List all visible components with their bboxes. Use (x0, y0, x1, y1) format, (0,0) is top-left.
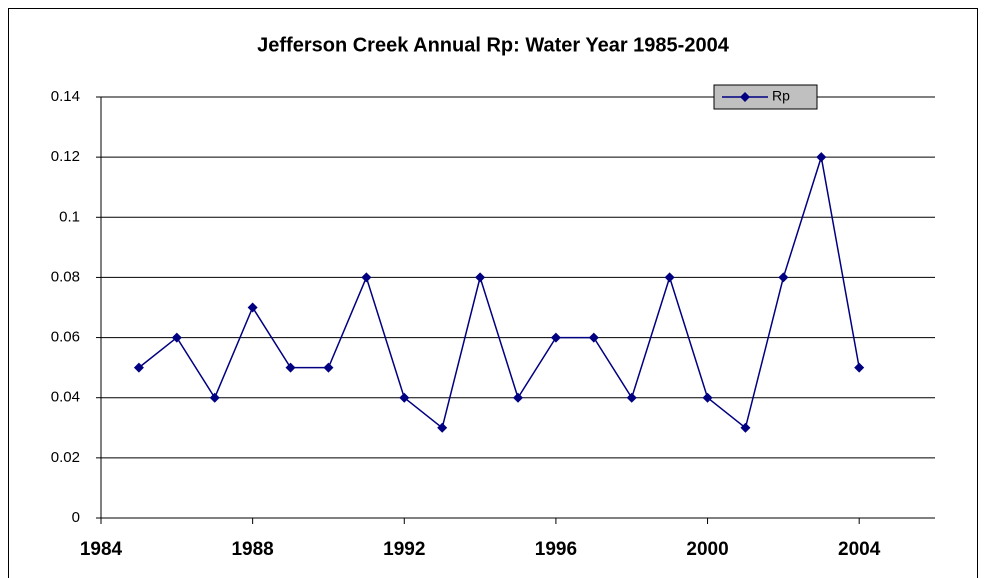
x-tick-label: 2000 (686, 539, 728, 560)
y-tick-label: 0.04 (51, 389, 80, 406)
legend-marker (740, 92, 750, 102)
marker (475, 272, 486, 283)
x-tick-label: 1992 (383, 539, 425, 560)
marker (171, 332, 182, 343)
chart-title: Jefferson Creek Annual Rp: Water Year 19… (257, 34, 730, 56)
y-tick-label: 0 (72, 509, 80, 526)
marker (588, 332, 599, 343)
marker (778, 272, 789, 283)
y-tick-label: 0.1 (59, 208, 80, 225)
chart-frame (8, 8, 978, 578)
marker (323, 362, 334, 373)
y-tick-label: 0.08 (51, 268, 80, 285)
marker (361, 272, 372, 283)
y-tick-label: 0.06 (51, 329, 80, 346)
marker (816, 152, 827, 163)
marker (209, 392, 220, 403)
x-tick-label: 1996 (535, 539, 577, 560)
y-tick-label: 0.14 (51, 88, 80, 105)
y-tick-label: 0.02 (51, 449, 80, 466)
x-tick-label: 1984 (80, 539, 123, 560)
marker (285, 362, 296, 373)
marker (702, 392, 713, 403)
marker (626, 392, 637, 403)
marker (133, 362, 144, 373)
marker (740, 422, 751, 433)
marker (854, 362, 865, 373)
marker (550, 332, 561, 343)
marker (664, 272, 675, 283)
marker (247, 302, 258, 313)
legend-label: Rp (772, 88, 790, 104)
y-tick-label: 0.12 (51, 148, 80, 165)
x-tick-label: 2004 (838, 539, 881, 560)
x-tick-label: 1988 (231, 539, 273, 560)
line (138, 156, 860, 430)
marker (437, 422, 448, 433)
marker (513, 392, 523, 403)
marker (399, 392, 410, 403)
